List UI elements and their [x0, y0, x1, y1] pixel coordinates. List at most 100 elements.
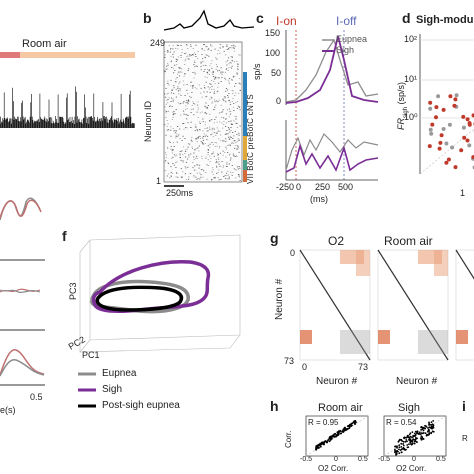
raster-spike: [201, 48, 203, 49]
raster-spike: [190, 85, 192, 87]
raster-spike: [205, 65, 207, 66]
raster-spike: [228, 154, 230, 156]
raster-spike: [225, 146, 227, 148]
raster-spike: [220, 140, 222, 142]
panel-e-traces: [0, 197, 45, 386]
raster-spike: [186, 127, 188, 129]
raster-spike: [185, 127, 187, 128]
raster-spike: [228, 116, 230, 118]
scatter-points: [427, 93, 474, 170]
raster-spike: [221, 110, 223, 112]
raster-spike: [175, 96, 177, 98]
raster-spike: [229, 153, 231, 155]
raster-spike: [238, 92, 240, 94]
raster-spike: [224, 96, 226, 98]
raster-spike: [236, 123, 238, 124]
raster-spike: [172, 100, 174, 102]
raster-spike: [231, 79, 233, 81]
d-scatter-point: [434, 105, 439, 110]
raster-spike: [215, 104, 217, 106]
raster-spike: [173, 85, 175, 87]
raster-spike: [194, 130, 196, 132]
h-xtick-05: 0.5: [358, 456, 368, 463]
raster-spike: [193, 175, 195, 176]
h-sigh-point: [406, 444, 409, 446]
h-room-air-point: [350, 424, 352, 427]
raster-spike: [168, 84, 170, 86]
h-room-air-point: [339, 429, 342, 432]
raster-spike: [206, 130, 208, 132]
raster-spike: [210, 83, 212, 85]
h-sigh-point: [400, 438, 403, 441]
h-sigh-point: [432, 420, 435, 422]
raster-spike: [182, 102, 184, 104]
raster-spike: [187, 101, 189, 103]
raster-spike: [167, 50, 169, 51]
raster-spike: [225, 122, 227, 124]
raster-spike: [209, 120, 211, 122]
raster-spike: [190, 108, 192, 110]
h-sigh-point: [412, 434, 415, 437]
sigh-trajectory: [91, 260, 211, 313]
raster-spike: [167, 80, 169, 82]
raster-spike: [175, 78, 177, 80]
raster-spike: [223, 117, 225, 119]
raster-spike: [168, 129, 170, 131]
panel-a-trace: [0, 52, 135, 128]
raster-spike: [194, 73, 196, 75]
raster-spike: [236, 72, 238, 74]
raster-spike: [225, 172, 228, 174]
raster-spike: [203, 44, 205, 45]
raster-spike: [238, 107, 241, 108]
raster-spike: [170, 55, 172, 57]
raster-spike: [221, 74, 223, 76]
raster-spike: [230, 67, 232, 69]
h-sigh-point: [400, 451, 403, 454]
raster-spike: [170, 60, 172, 62]
raster-spike: [236, 127, 238, 128]
raster-spike: [189, 55, 191, 57]
raster-spike: [165, 88, 167, 89]
raster-spike: [173, 72, 175, 74]
raster-spike: [222, 127, 224, 129]
raster-spike: [180, 45, 182, 46]
raster-spike: [196, 129, 198, 130]
h-room-air-point: [328, 440, 331, 443]
raster-spike: [172, 48, 174, 50]
raster-spike: [179, 90, 181, 92]
raster-spike: [210, 96, 212, 98]
raster-spike: [173, 87, 175, 89]
raster-spike: [196, 172, 198, 174]
raster-spike: [206, 77, 208, 78]
raster-spike: [218, 138, 220, 140]
raster-spike: [172, 142, 175, 144]
raster-spike: [225, 178, 227, 179]
raster-spike: [235, 177, 237, 179]
panel-i-ylabel: R: [462, 434, 468, 443]
raster-spike: [209, 128, 211, 130]
raster-spike: [176, 133, 178, 135]
raster-spike: [222, 98, 224, 100]
raster-spike: [175, 137, 177, 139]
raster-spike: [207, 105, 209, 106]
raster-spike: [165, 160, 167, 162]
raster-spike: [239, 83, 241, 85]
raster-spike: [167, 83, 169, 84]
raster-spike: [228, 100, 230, 102]
h-sigh-point: [398, 438, 401, 441]
raster-spike: [239, 54, 241, 56]
raster-spike: [226, 161, 228, 163]
raster-spike: [235, 155, 237, 157]
raster-spike: [170, 175, 172, 177]
raster-spike: [211, 133, 213, 135]
raster-spike: [204, 135, 206, 137]
raster-spike: [199, 129, 201, 130]
g-matrix-o2: [299, 249, 371, 361]
h-ylabel: Corr.: [284, 430, 293, 448]
panel-a-room-air-label: Room air: [22, 38, 67, 50]
f-legend-swatches: [78, 372, 96, 408]
raster-spike: [214, 109, 216, 111]
raster-spike: [231, 59, 233, 61]
h-sigh-point: [431, 430, 434, 433]
raster-spike: [237, 146, 239, 148]
